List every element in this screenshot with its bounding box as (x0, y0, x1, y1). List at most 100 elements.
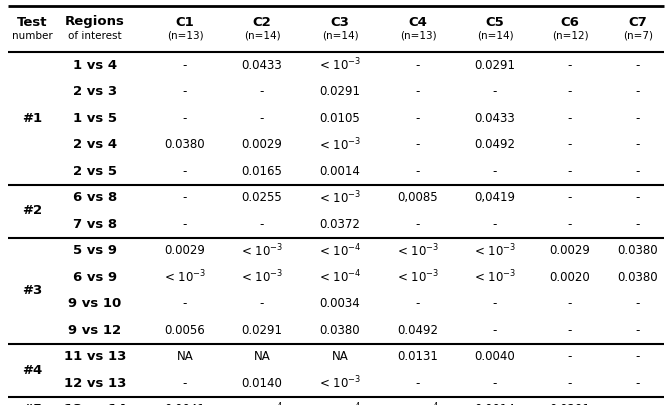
Text: 2 vs 5: 2 vs 5 (73, 165, 117, 178)
Text: -: - (183, 165, 187, 178)
Text: NA: NA (253, 350, 270, 363)
Text: 0.0056: 0.0056 (165, 324, 206, 337)
Text: -: - (568, 112, 572, 125)
Text: 11 vs 13: 11 vs 13 (64, 350, 126, 363)
Text: -: - (636, 138, 640, 151)
Text: 0.0380: 0.0380 (165, 138, 206, 151)
Text: -: - (183, 191, 187, 204)
Text: -: - (568, 297, 572, 310)
Text: 0.0034: 0.0034 (320, 297, 360, 310)
Text: < $10^{-4}$: < $10^{-4}$ (319, 243, 361, 259)
Text: -: - (568, 324, 572, 337)
Text: 0,0085: 0,0085 (398, 191, 438, 204)
Text: -: - (568, 85, 572, 98)
Text: -: - (416, 59, 420, 72)
Text: (n=7): (n=7) (623, 31, 653, 41)
Text: 0.0380: 0.0380 (320, 324, 360, 337)
Text: #2: #2 (22, 205, 42, 217)
Text: C5: C5 (486, 15, 505, 28)
Text: 9 vs 10: 9 vs 10 (69, 297, 122, 310)
Text: 0.0040: 0.0040 (474, 350, 515, 363)
Text: -: - (568, 191, 572, 204)
Text: 0.0380: 0.0380 (618, 244, 659, 257)
Text: 0.0291: 0.0291 (474, 59, 515, 72)
Text: 0.0140: 0.0140 (241, 377, 282, 390)
Text: C1: C1 (175, 15, 194, 28)
Text: 0.0165: 0.0165 (241, 165, 282, 178)
Text: 0.0041: 0.0041 (165, 403, 206, 405)
Text: (n=13): (n=13) (167, 31, 204, 41)
Text: < $10^{-3}$: < $10^{-3}$ (164, 269, 206, 286)
Text: < $10^{-4}$: < $10^{-4}$ (319, 269, 361, 286)
Text: C3: C3 (331, 15, 349, 28)
Text: 5 vs 9: 5 vs 9 (73, 244, 117, 257)
Text: < $10^{-3}$: < $10^{-3}$ (241, 269, 283, 286)
Text: -: - (636, 165, 640, 178)
Text: -: - (636, 59, 640, 72)
Text: -: - (183, 377, 187, 390)
Text: (n=13): (n=13) (400, 31, 436, 41)
Text: (n=14): (n=14) (476, 31, 513, 41)
Text: -: - (636, 218, 640, 231)
Text: -: - (568, 165, 572, 178)
Text: -: - (416, 85, 420, 98)
Text: 0.0291: 0.0291 (319, 85, 360, 98)
Text: -: - (416, 165, 420, 178)
Text: -: - (568, 59, 572, 72)
Text: -: - (636, 112, 640, 125)
Text: #5: #5 (22, 403, 42, 405)
Text: -: - (636, 85, 640, 98)
Text: 2 vs 3: 2 vs 3 (73, 85, 117, 98)
Text: 13 vs 14: 13 vs 14 (64, 403, 126, 405)
Text: 12 vs 13: 12 vs 13 (64, 377, 126, 390)
Text: 6 vs 9: 6 vs 9 (73, 271, 117, 284)
Text: #1: #1 (22, 112, 42, 125)
Text: Regions: Regions (65, 15, 125, 28)
Text: C7: C7 (628, 15, 647, 28)
Text: 0.0131: 0.0131 (398, 350, 438, 363)
Text: -: - (568, 218, 572, 231)
Text: < $10^{-3}$: < $10^{-3}$ (319, 57, 361, 74)
Text: -: - (416, 297, 420, 310)
Text: < $10^{-4}$: < $10^{-4}$ (319, 401, 361, 405)
Text: -: - (636, 403, 640, 405)
Text: 0.0380: 0.0380 (618, 271, 659, 284)
Text: #4: #4 (22, 364, 42, 377)
Text: -: - (568, 350, 572, 363)
Text: C6: C6 (560, 15, 579, 28)
Text: 0.0433: 0.0433 (242, 59, 282, 72)
Text: 0.0020: 0.0020 (550, 271, 591, 284)
Text: 0,0419: 0,0419 (474, 191, 515, 204)
Text: -: - (636, 297, 640, 310)
Text: NA: NA (177, 350, 194, 363)
Text: 0.0291: 0.0291 (550, 403, 591, 405)
Text: < $10^{-4}$: < $10^{-4}$ (241, 401, 283, 405)
Text: (n=14): (n=14) (322, 31, 358, 41)
Text: -: - (568, 138, 572, 151)
Text: 1 vs 5: 1 vs 5 (73, 112, 117, 125)
Text: 0.0372: 0.0372 (320, 218, 360, 231)
Text: -: - (260, 297, 264, 310)
Text: < $10^{-3}$: < $10^{-3}$ (397, 243, 439, 259)
Text: -: - (183, 112, 187, 125)
Text: 0.0492: 0.0492 (474, 138, 515, 151)
Text: -: - (183, 297, 187, 310)
Text: 0.0291: 0.0291 (241, 324, 282, 337)
Text: -: - (493, 85, 497, 98)
Text: Test: Test (17, 15, 47, 28)
Text: -: - (568, 377, 572, 390)
Text: -: - (493, 218, 497, 231)
Text: -: - (636, 350, 640, 363)
Text: 0.0105: 0.0105 (320, 112, 360, 125)
Text: -: - (183, 218, 187, 231)
Text: -: - (416, 112, 420, 125)
Text: of interest: of interest (68, 31, 122, 41)
Text: 0.0029: 0.0029 (241, 138, 282, 151)
Text: 0.0029: 0.0029 (165, 244, 206, 257)
Text: (n=12): (n=12) (552, 31, 588, 41)
Text: #3: #3 (22, 284, 42, 297)
Text: -: - (260, 218, 264, 231)
Text: < $10^{-4}$: < $10^{-4}$ (397, 401, 439, 405)
Text: 0.0014: 0.0014 (474, 403, 515, 405)
Text: 0.0255: 0.0255 (242, 191, 282, 204)
